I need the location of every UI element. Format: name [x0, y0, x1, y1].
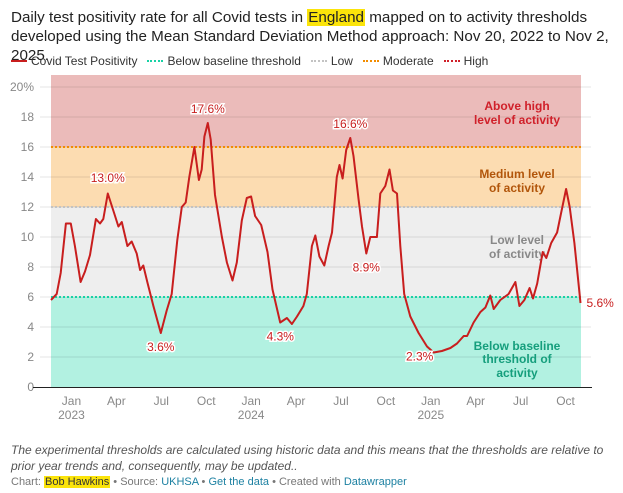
title-text-end: mapped on to activity thresholds develop… — [11, 9, 609, 64]
datawrapper-link[interactable]: Datawrapper — [343, 476, 407, 488]
zone-label: Medium level — [479, 167, 554, 181]
data-label: 2.3% — [406, 350, 434, 364]
byline-author: Bob Hawkins — [44, 476, 111, 488]
zone-label: Below baseline — [474, 339, 561, 353]
y-tick-label: 14 — [21, 170, 35, 184]
zone-label: of activity — [489, 181, 545, 195]
zone-label: activity — [496, 366, 538, 380]
x-tick-label: Apr — [466, 394, 485, 408]
data-label: 4.3% — [267, 330, 295, 344]
x-tick-label: Jan — [421, 394, 440, 408]
x-tick-label: Jan — [241, 394, 260, 408]
legend-label: Below baseline threshold — [167, 54, 301, 68]
byline-separator: • — [201, 476, 206, 488]
chart-title: Daily test positivity rate for all Covid… — [11, 8, 616, 65]
byline-created-prefix: • Created with — [272, 476, 341, 488]
y-tick-label: 0 — [27, 380, 34, 394]
get-data-link[interactable]: Get the data — [208, 476, 270, 488]
data-label: 16.6% — [333, 117, 367, 131]
x-tick-label: Oct — [556, 394, 575, 408]
data-label: 3.6% — [147, 340, 175, 354]
legend-swatch — [11, 60, 27, 62]
source-link[interactable]: UKHSA — [161, 476, 199, 488]
y-tick-label: 18 — [21, 110, 35, 124]
y-tick-label: 12 — [21, 200, 35, 214]
x-tick-label: Jul — [154, 394, 169, 408]
legend-swatch — [310, 60, 327, 62]
legend-item: Low — [310, 54, 353, 68]
x-tick-year: 2025 — [417, 408, 444, 422]
legend-item: High — [443, 54, 489, 68]
x-tick-year: 2023 — [58, 408, 85, 422]
title-highlight: England — [307, 9, 366, 26]
legend-swatch — [147, 60, 164, 62]
zone-label: Low level — [490, 233, 544, 247]
x-tick-label: Jan — [62, 394, 81, 408]
x-tick-label: Jul — [333, 394, 348, 408]
legend-label: Covid Test Positivity — [31, 54, 138, 68]
legend-item: Moderate — [362, 54, 434, 68]
chart-notes: The experimental thresholds are calculat… — [11, 443, 604, 473]
byline: Chart: Bob Hawkins • Source: UKHSA • Get… — [11, 476, 407, 488]
legend-item: Covid Test Positivity — [11, 54, 137, 68]
y-tick-label: 4 — [27, 320, 34, 334]
x-tick-label: Apr — [107, 394, 126, 408]
y-tick-label: 10 — [21, 230, 35, 244]
title-text: Daily test positivity rate for all Covid… — [11, 9, 308, 26]
x-tick-label: Oct — [197, 394, 216, 408]
zone-label: threshold of — [482, 352, 552, 366]
legend-swatch — [443, 60, 460, 62]
x-tick-year: 2024 — [238, 408, 265, 422]
legend-swatch — [362, 60, 379, 62]
y-tick-label: 20% — [10, 80, 34, 94]
x-tick-label: Jul — [513, 394, 528, 408]
chart-legend: Covid Test Positivity Below baseline thre… — [11, 54, 488, 68]
zone-band — [51, 207, 581, 297]
y-tick-label: 16 — [21, 140, 35, 154]
zone-label: level of activity — [474, 113, 560, 127]
zone-label: Above high — [484, 99, 549, 113]
series-line-covid-test-positivity — [50, 122, 582, 354]
byline-chart-prefix: Chart: — [11, 476, 41, 488]
data-label: 17.6% — [191, 102, 225, 116]
y-tick-label: 8 — [27, 260, 34, 274]
legend-label: Low — [330, 54, 353, 68]
zone-label: of activity — [489, 247, 545, 261]
y-tick-label: 2 — [27, 350, 34, 364]
zone-band — [51, 75, 581, 147]
x-tick-label: Apr — [287, 394, 306, 408]
data-label: 8.9% — [353, 261, 381, 275]
byline-source-prefix: • Source: — [113, 476, 159, 488]
x-tick-label: Oct — [377, 394, 396, 408]
data-label: 5.6% — [586, 296, 614, 310]
legend-item: Below baseline threshold — [147, 54, 301, 68]
y-tick-label: 6 — [27, 290, 34, 304]
zone-band — [51, 147, 581, 207]
legend-label: Moderate — [382, 54, 434, 68]
legend-label: High — [463, 54, 489, 68]
zone-band — [51, 297, 581, 387]
data-label: 13.0% — [91, 171, 125, 185]
